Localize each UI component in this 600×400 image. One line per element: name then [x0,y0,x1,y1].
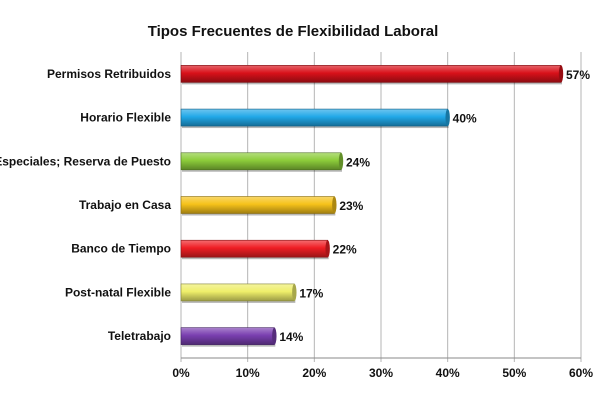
value-label: 23% [339,199,363,213]
value-labels: 57% 40% 24% 23% 22% 17% 14% [279,68,590,344]
category-label: Banco de Tiempo [71,242,171,256]
x-tick-label: 30% [369,366,393,380]
bar [180,108,448,127]
bar-end-cap [332,196,337,214]
bar [180,283,295,302]
bar [180,152,342,171]
x-tick-label: 20% [302,366,326,380]
chart-title: Tipos Frecuentes de Flexibilidad Laboral [148,23,439,40]
bar [180,239,328,258]
category-label: Especiales; Reserva de Puesto [0,154,171,168]
value-label: 40% [453,112,477,126]
category-label: Teletrabajo [108,329,171,343]
bar-end-cap [558,65,564,83]
category-labels: Permisos Retribuidos Horario Flexible Espe… [0,67,171,343]
value-label: 17% [299,286,323,300]
value-label: 14% [279,330,303,344]
category-label: Trabajo en Casa [79,198,171,212]
bar-end-cap [338,152,344,170]
value-label: 22% [333,243,357,257]
bar-end-cap [272,327,277,345]
category-label: Permisos Retribuidos [47,67,171,81]
value-label: 57% [566,68,590,82]
bar-end-cap [325,240,330,258]
bar [180,65,562,83]
category-label: Post-natal Flexible [65,285,171,299]
x-tick-label: 50% [502,366,526,380]
bar-end-cap [445,109,450,127]
x-tick-label: 0% [172,366,190,380]
value-label: 24% [346,155,370,169]
x-tick-labels: 0% 10% 20% 30% 40% 50% 60% [172,366,593,380]
bars [180,65,564,347]
x-tick-label: 40% [436,366,460,380]
x-tick-label: 10% [236,366,260,380]
x-tick-label: 60% [569,366,593,380]
bar [180,196,335,214]
bar-end-cap [292,283,297,301]
bar [180,327,275,345]
category-label: Horario Flexible [80,111,171,125]
